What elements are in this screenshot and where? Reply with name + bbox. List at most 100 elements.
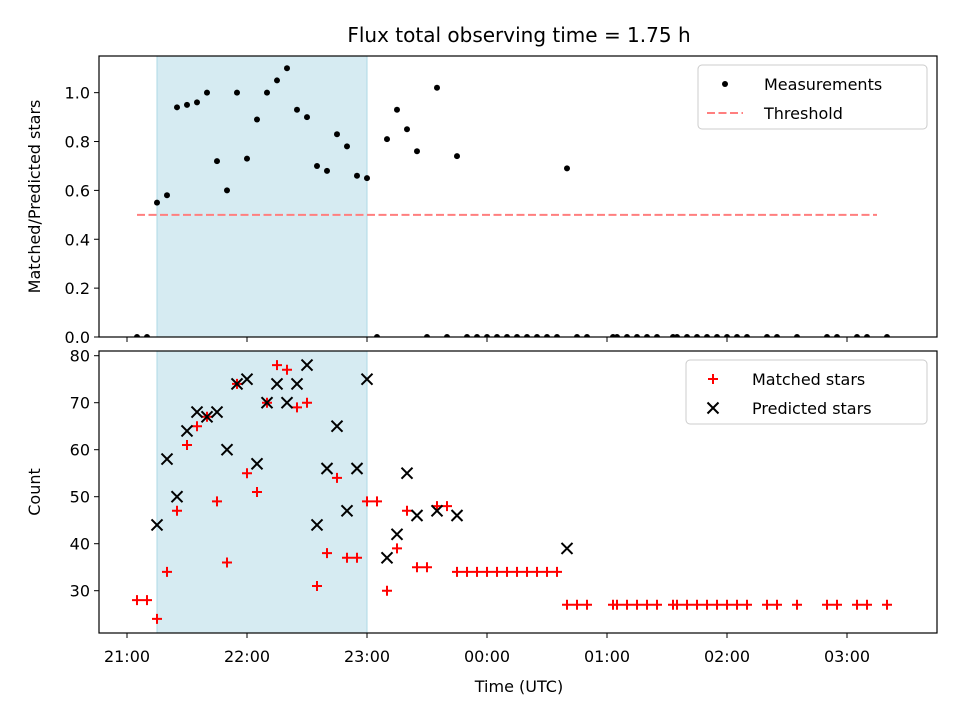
data-point [144,334,150,337]
y-tick-label: 40 [70,535,90,554]
data-point [732,599,742,610]
data-point [674,334,680,337]
data-point [444,334,450,337]
data-point [304,114,310,121]
data-point [352,552,362,563]
data-point [434,84,440,91]
data-point [330,419,344,433]
data-point [252,487,262,497]
data-point [584,334,590,337]
data-point [512,566,522,577]
data-point [272,360,282,371]
data-point [474,334,480,337]
data-point [504,334,510,337]
data-point [450,509,464,522]
data-point [864,334,870,337]
data-point [642,599,652,610]
plot-area [132,358,892,624]
data-point [654,334,660,337]
x-tick-label: 21:00 [104,647,150,666]
data-point [632,599,642,610]
x-tick-label: 03:00 [824,647,870,666]
data-point [350,462,364,475]
y-tick-label: 0.6 [65,181,90,200]
data-point [260,396,274,409]
data-point [392,543,402,554]
data-point [582,599,592,610]
bottom-panel: 30 40 50 60 70 80 Count 21:00 22:00 23:00 00:00 01:… [25,347,938,666]
data-point [854,334,860,337]
legend-box [685,359,928,425]
data-point [240,372,254,386]
data-point [832,599,842,610]
data-point [524,334,530,337]
data-point [532,566,542,577]
data-point [150,518,164,532]
data-point [254,116,260,123]
data-point [332,472,342,483]
data-point [132,595,142,606]
top-panel: 0.0 0.2 0.4 0.6 0.8 1.0 Matched/Predicted star… [25,55,938,347]
data-point [152,613,162,624]
observing-interval-shade [156,55,368,338]
data-point [422,562,432,573]
data-point [354,172,360,179]
chart-title: Flux total observing time = 1.75 h [347,23,690,47]
x-tick-label: 23:00 [344,647,390,666]
axes-frame [98,55,938,338]
data-point [682,599,692,610]
x-tick-label: 22:00 [224,647,270,666]
data-point [694,334,700,337]
data-point [224,187,230,194]
data-point [852,599,862,610]
data-point [424,334,430,337]
legend-box [697,64,928,130]
data-point [534,334,540,337]
data-point [212,496,222,507]
data-point [762,599,772,610]
data-point [412,562,422,573]
data-point [554,334,560,337]
data-point [334,131,340,138]
data-point [154,199,160,206]
data-point [764,334,770,337]
data-point [472,566,482,577]
x-tick-label: 02:00 [704,647,750,666]
data-point [244,155,250,162]
data-point [172,505,182,516]
data-point [644,334,650,337]
data-point [290,377,304,391]
data-point [612,599,622,610]
data-point [564,165,570,172]
data-point [634,334,640,337]
y-tick-label: 1.0 [65,84,90,103]
data-point [310,518,324,532]
data-point [380,551,394,565]
y-axis-label: Count [25,468,44,516]
data-point [360,372,374,386]
data-point [552,566,562,577]
data-point [250,457,264,471]
data-point [492,566,502,577]
legend-label: Measurements [764,75,882,94]
data-point [210,405,224,419]
data-point [280,396,294,409]
data-point [562,599,572,610]
x-tick-label: 01:00 [584,647,630,666]
data-point [522,566,532,577]
y-tick-label: 0.0 [65,328,90,347]
data-point [622,599,632,610]
data-point [184,101,190,108]
data-point [712,599,722,610]
data-point [292,402,302,413]
data-point [340,504,354,518]
data-point [560,542,574,555]
data-point [180,424,194,438]
data-point [482,566,492,577]
data-point [192,421,202,432]
data-point [822,599,832,610]
data-point [164,192,170,199]
legend-dot-swatch [722,81,728,87]
y-tick-label: 0.8 [65,133,90,152]
data-point [342,552,352,563]
